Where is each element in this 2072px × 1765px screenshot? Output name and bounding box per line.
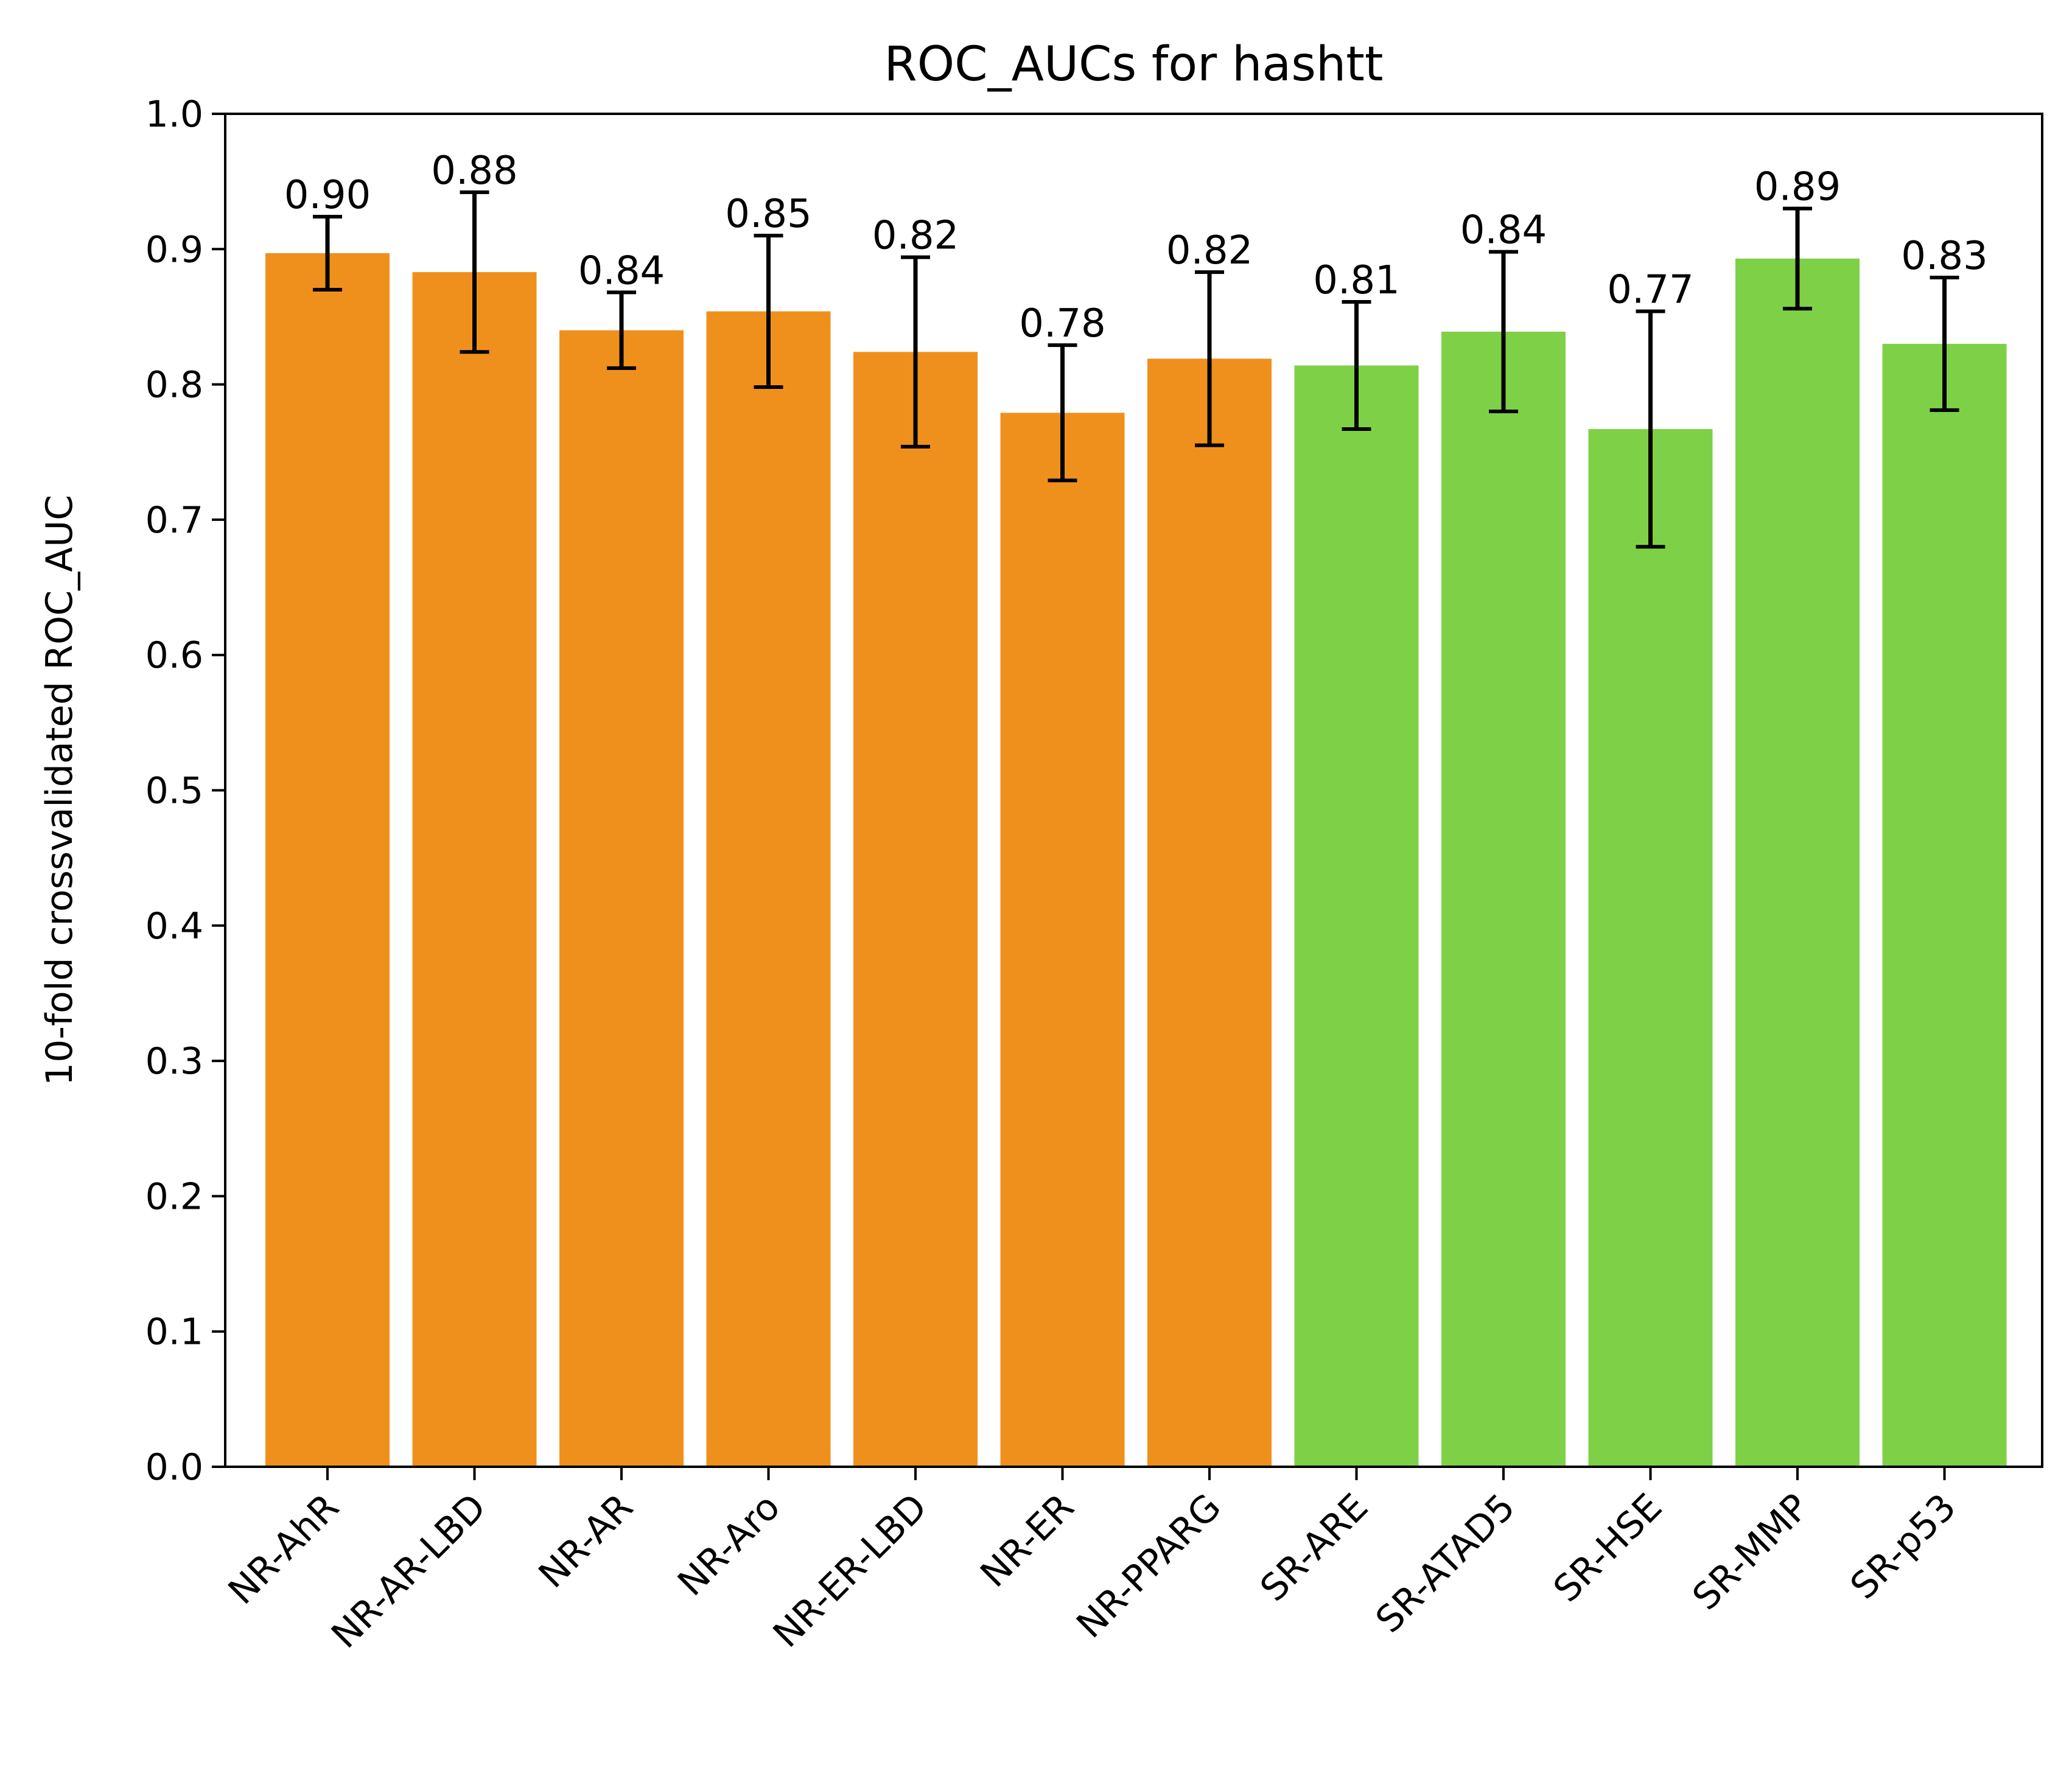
x-tick-label: SR-ATAD5	[1368, 1486, 1524, 1641]
x-tick-label: NR-ER-LBD	[765, 1486, 936, 1656]
bar	[265, 253, 390, 1467]
data-label: 0.85	[725, 192, 812, 237]
data-label: 0.77	[1607, 268, 1694, 313]
x-tick-label: NR-ER	[973, 1486, 1083, 1596]
bar	[1882, 343, 2007, 1467]
data-label: 0.84	[1460, 208, 1547, 253]
data-label: 0.81	[1313, 258, 1400, 303]
bar	[1000, 413, 1125, 1467]
y-tick-label: 0.1	[145, 1311, 203, 1354]
data-label: 0.89	[1754, 165, 1841, 210]
data-label: 0.90	[284, 173, 371, 218]
y-tick-label: 1.0	[145, 93, 203, 136]
data-label: 0.82	[872, 214, 959, 259]
x-tick-label: SR-ARE	[1252, 1486, 1376, 1610]
x-tick-label: SR-p53	[1843, 1486, 1964, 1607]
x-tick-label: NR-AhR	[220, 1486, 348, 1613]
y-tick-label: 0.6	[145, 634, 203, 677]
bar	[1147, 358, 1272, 1467]
data-label: 0.84	[578, 248, 665, 293]
bar	[1441, 331, 1566, 1467]
chart-title: ROC_AUCs for hashtt	[884, 37, 1384, 92]
y-tick-label: 0.5	[145, 770, 203, 813]
y-tick-label: 0.4	[145, 905, 203, 948]
x-tick-label: NR-AR	[531, 1486, 642, 1596]
bar	[853, 352, 978, 1467]
x-tick-label: SR-HSE	[1545, 1486, 1670, 1610]
bar	[559, 330, 684, 1467]
x-tick-label: NR-PPARG	[1068, 1486, 1229, 1646]
data-label: 0.82	[1166, 228, 1253, 273]
y-axis-label: 10-fold crossvalidated ROC_AUC	[38, 495, 81, 1086]
plot-area: 0.0 0.1 0.2 0.3 0.4 0.5 0.6 0.7 0.8 0.9 1.0 0.90 NR-…	[145, 93, 2007, 1657]
y-tick-label: 0.3	[145, 1040, 203, 1083]
y-tick-label: 0.9	[145, 228, 203, 271]
bar	[1735, 258, 1860, 1467]
x-tick-label: NR-Aro	[670, 1486, 788, 1604]
bar	[706, 311, 831, 1467]
bar	[1588, 428, 1713, 1467]
bar	[1294, 365, 1419, 1467]
data-label: 0.78	[1019, 301, 1106, 346]
x-tick-label: SR-MMP	[1684, 1486, 1817, 1618]
y-tick-label: 0.7	[145, 499, 203, 542]
y-tick-label: 0.8	[145, 364, 203, 407]
bar	[412, 272, 537, 1467]
data-label: 0.83	[1901, 234, 1988, 279]
y-tick-label: 0.2	[145, 1175, 203, 1218]
y-tick-label: 0.0	[145, 1446, 203, 1489]
data-label: 0.88	[431, 149, 518, 194]
x-tick-label: NR-AR-LBD	[323, 1486, 494, 1657]
plot-frame	[224, 113, 2043, 1468]
